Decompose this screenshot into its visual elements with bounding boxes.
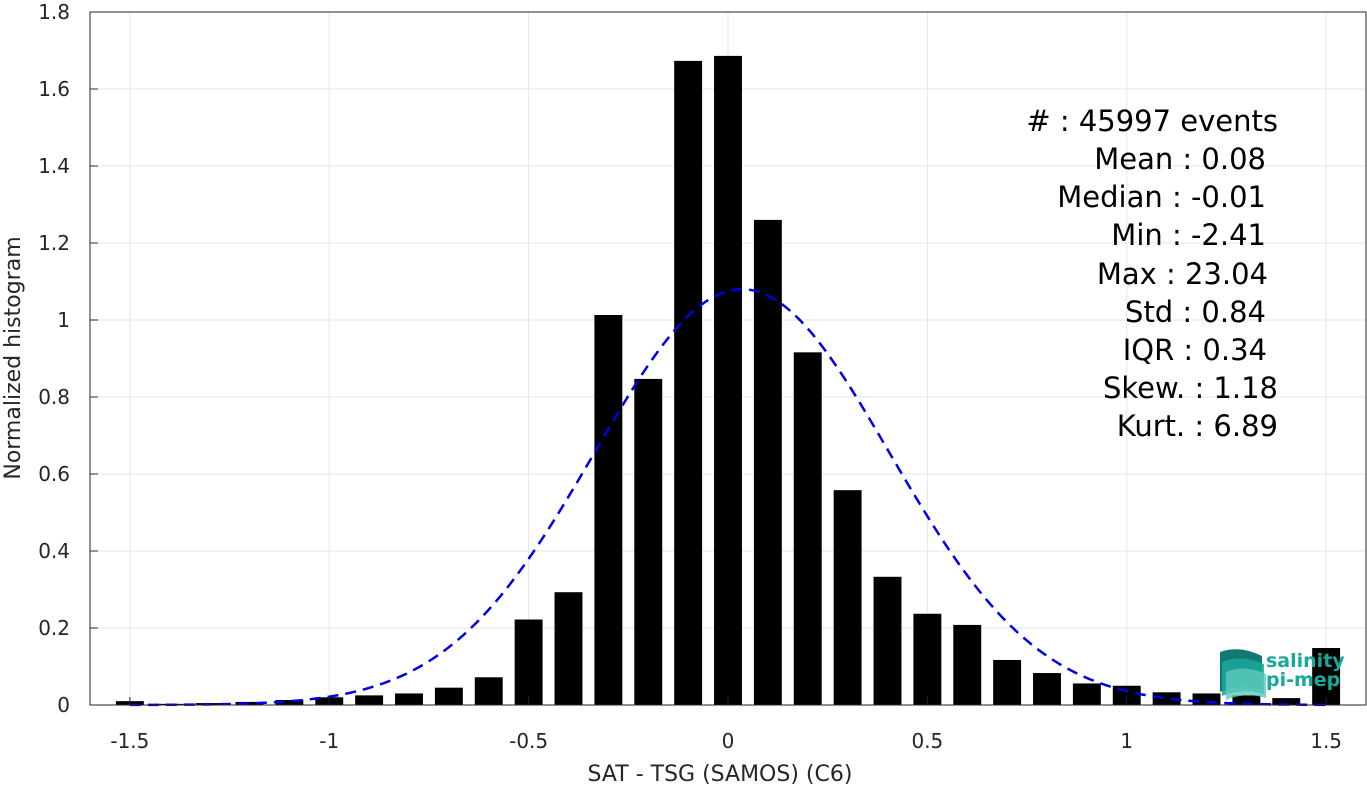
stat-std: Std : 0.84 <box>1125 295 1266 329</box>
x-tick-label: 1.5 <box>1310 729 1342 753</box>
y-tick-label: 0.8 <box>38 385 70 409</box>
stat-count: # : 45997 events <box>1026 104 1278 138</box>
y-tick-label: 1.4 <box>38 154 70 178</box>
x-tick-label: -1.5 <box>110 729 149 753</box>
stat-min: Min : -2.41 <box>1111 218 1266 252</box>
y-axis-label: Normalized histogram <box>1 236 26 479</box>
y-axis-ticks: 0 0.2 0.4 0.6 0.8 1 1.2 1.4 1.6 1.8 <box>38 0 98 717</box>
x-tick-label: 0 <box>722 729 735 753</box>
logo-text-salinity: salinity <box>1266 650 1345 672</box>
histogram-bar <box>514 619 543 705</box>
histogram-bar <box>793 352 822 705</box>
histogram-bar <box>434 687 463 705</box>
histogram-bar <box>554 592 583 705</box>
y-tick-label: 0 <box>57 693 70 717</box>
histogram-bar <box>993 659 1022 705</box>
histogram-bars <box>115 55 1341 705</box>
stat-iqr: IQR : 0.34 <box>1123 333 1267 367</box>
x-tick-label: -1 <box>319 729 339 753</box>
stat-max: Max : 23.04 <box>1097 257 1268 291</box>
salinity-pimep-logo: salinity pi-mep <box>1220 649 1345 700</box>
x-tick-label: -0.5 <box>509 729 548 753</box>
histogram-bar <box>1232 695 1261 705</box>
x-axis-label: SAT - TSG (SAMOS) (C6) <box>588 762 853 785</box>
y-tick-label: 0.2 <box>38 616 70 640</box>
normal-fit-curve <box>129 287 1327 707</box>
y-tick-label: 1 <box>57 308 70 332</box>
y-tick-label: 0.4 <box>38 539 70 563</box>
histogram-bar <box>235 701 264 705</box>
histogram-bar <box>474 677 503 705</box>
logo-text-pimep: pi-mep <box>1266 669 1340 691</box>
histogram-bar <box>275 699 304 705</box>
histogram-bar <box>634 378 663 705</box>
histogram-bar <box>1272 698 1301 705</box>
statistics-box: # : 45997 events Mean : 0.08 Median : -0… <box>1026 104 1278 443</box>
histogram-bar <box>1152 692 1181 705</box>
y-tick-label: 1.2 <box>38 231 70 255</box>
histogram-bar <box>395 693 423 705</box>
wave-logo-icon <box>1220 649 1266 700</box>
x-axis-ticks: -1.5 -1 -0.5 0 0.5 1 1.5 <box>110 697 1342 753</box>
histogram-bar <box>873 576 902 705</box>
x-tick-label: 0.5 <box>911 729 943 753</box>
histogram-bar <box>753 219 782 705</box>
histogram-bar <box>355 695 384 705</box>
stat-kurt: Kurt. : 6.89 <box>1117 409 1278 443</box>
x-tick-label: 1 <box>1120 729 1133 753</box>
histogram-bar <box>1312 648 1341 705</box>
stat-skew: Skew. : 1.18 <box>1103 371 1278 405</box>
y-tick-label: 1.8 <box>38 0 70 24</box>
histogram-bar <box>1072 683 1101 705</box>
histogram-bar <box>913 613 942 705</box>
histogram-bar <box>1192 693 1221 705</box>
histogram-bar <box>674 60 703 705</box>
y-tick-label: 1.6 <box>38 77 70 101</box>
histogram-bar <box>833 490 862 705</box>
stat-median: Median : -0.01 <box>1057 180 1266 214</box>
histogram-bar <box>953 624 982 705</box>
histogram-bar <box>594 314 623 705</box>
histogram-bar <box>714 55 742 705</box>
histogram-bar <box>1033 673 1061 705</box>
stat-mean: Mean : 0.08 <box>1094 142 1266 176</box>
y-tick-label: 0.6 <box>38 462 70 486</box>
